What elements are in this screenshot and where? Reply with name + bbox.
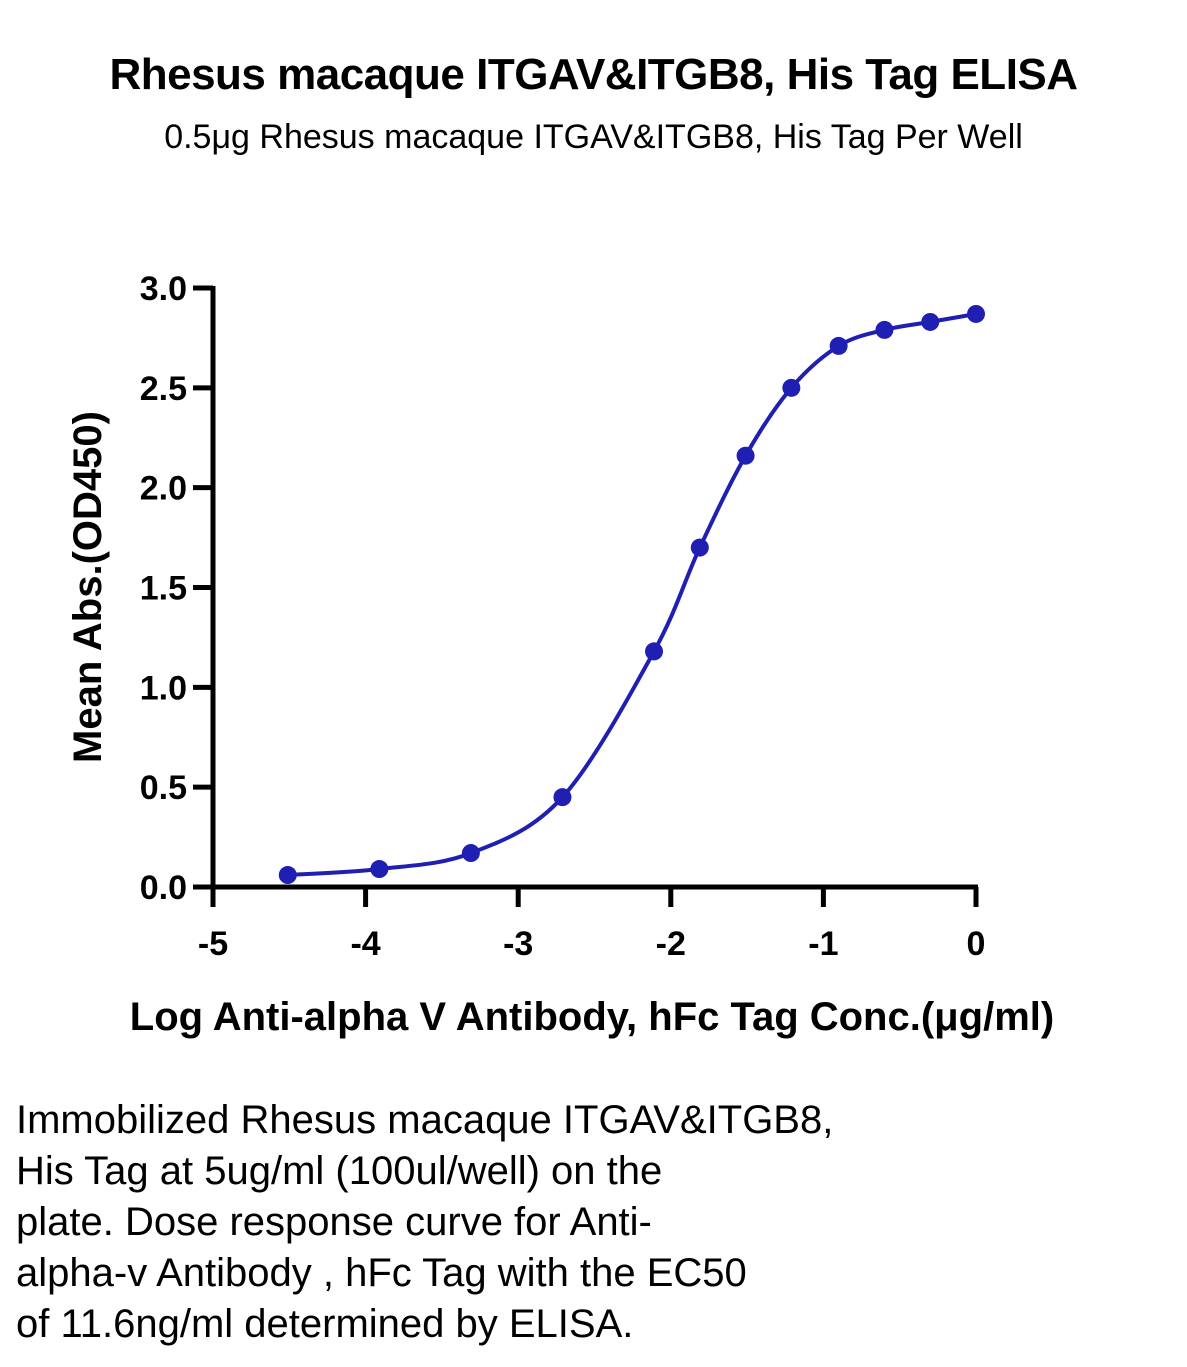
- data-point: [782, 378, 801, 397]
- data-points-layer: [278, 304, 985, 885]
- data-point: [278, 866, 297, 885]
- data-point: [553, 788, 572, 807]
- x-tick-label: 0: [967, 925, 986, 963]
- y-tick-label: 2.5: [140, 370, 187, 408]
- x-tick-label: -2: [656, 925, 686, 963]
- chart-title: Rhesus macaque ITGAV&ITGB8, His Tag ELIS…: [109, 50, 1078, 99]
- data-point: [645, 642, 664, 661]
- y-axis-title: Mean Abs.(OD450): [66, 411, 110, 763]
- x-tick-label: -5: [198, 925, 228, 963]
- y-tick-label: 1.5: [140, 570, 187, 608]
- y-tick-label: 0.5: [140, 769, 187, 807]
- x-tick-label: -4: [350, 925, 380, 963]
- fit-curve-layer: [287, 312, 977, 877]
- x-tick-label: -1: [808, 925, 838, 963]
- data-point: [690, 538, 709, 557]
- fit-curve: [287, 312, 977, 877]
- chart-axes: 0.0 0.5 1.0 1.5 2.0 2.5 3.0 -5 -4 -3 -2 -1 0: [140, 270, 986, 963]
- data-point: [875, 320, 894, 339]
- y-tick-label: 0.0: [140, 869, 187, 907]
- data-point: [921, 312, 940, 331]
- data-point: [736, 446, 755, 465]
- data-point: [967, 304, 985, 323]
- data-point: [461, 844, 480, 863]
- y-tick-label: 3.0: [140, 270, 187, 308]
- x-tick-label: -3: [503, 925, 533, 963]
- y-tick-label: 2.0: [140, 470, 187, 508]
- figure-caption: Immobilized Rhesus macaque ITGAV&ITGB8, …: [16, 1098, 834, 1346]
- elisa-chart: 0.0 0.5 1.0 1.5 2.0 2.5 3.0 -5 -4 -3 -2 -1 0 Mean Ab…: [66, 270, 1054, 1039]
- data-point: [370, 860, 389, 879]
- data-point: [829, 336, 848, 355]
- chart-subtitle: 0.5μg Rhesus macaque ITGAV&ITGB8, His Ta…: [164, 118, 1023, 156]
- x-axis-title: Log Anti-alpha V Antibody, hFc Tag Conc.…: [130, 995, 1054, 1039]
- y-tick-label: 1.0: [140, 669, 187, 707]
